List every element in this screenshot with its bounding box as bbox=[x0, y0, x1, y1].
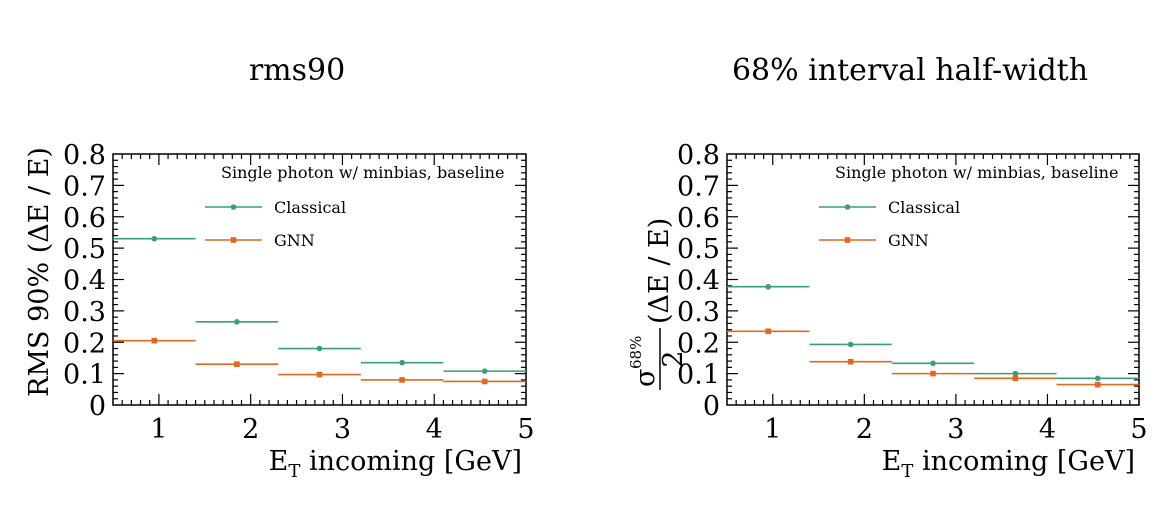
left-plot-area: 1 2 3 4 5 00.10.20.30.40.50.60.70.8 Single pho… bbox=[63, 140, 535, 445]
right-x-label-rest: incoming [GeV] bbox=[913, 446, 1135, 477]
left-classical-point bbox=[316, 345, 323, 352]
right-y-tick-label: 0.1 bbox=[677, 360, 720, 391]
left-x-label-sub: T bbox=[288, 461, 300, 482]
right-y-tick-label: 0.4 bbox=[677, 266, 720, 297]
left-y-tick-label: 0.5 bbox=[63, 234, 106, 265]
right-classical-point bbox=[930, 360, 936, 367]
right-y-label-rest: (ΔE / E) bbox=[644, 218, 675, 324]
left-y-axis-label: RMS 90% (ΔE / E) bbox=[24, 147, 55, 397]
right-legend-marker-classical bbox=[844, 204, 851, 210]
right-panel-title: 68% interval half-width bbox=[732, 53, 1088, 88]
right-gnn-point bbox=[847, 358, 854, 365]
left-y-tick-label: 0.4 bbox=[63, 266, 106, 297]
left-x-axis-label: ET incoming [GeV] bbox=[269, 446, 522, 482]
left-x-tick-label: 2 bbox=[242, 414, 259, 445]
right-plot-frame bbox=[726, 153, 1140, 406]
left-plot-frame bbox=[112, 153, 527, 406]
left-x-tick-label: 3 bbox=[334, 414, 351, 445]
left-y-tick-label: 0.2 bbox=[63, 328, 106, 359]
right-x-tick-label: 5 bbox=[1130, 414, 1147, 445]
left-legend-label-gnn: GNN bbox=[274, 231, 315, 250]
right-x-tick-label: 3 bbox=[947, 414, 964, 445]
right-y-tick-label: 0.7 bbox=[677, 171, 720, 202]
right-gnn-point bbox=[930, 370, 936, 377]
left-y-tick-label: 0.6 bbox=[63, 203, 106, 234]
left-x-label-main: E bbox=[269, 446, 289, 477]
right-x-label-main: E bbox=[882, 446, 902, 477]
right-x-tick-label: 2 bbox=[856, 414, 873, 445]
left-legend-marker-classical bbox=[230, 204, 237, 210]
right-y-label-sigma: σ bbox=[630, 369, 661, 387]
right-annotation: Single photon w/ minbias, baseline bbox=[835, 163, 1118, 182]
left-x-tick-label: 1 bbox=[150, 414, 167, 445]
left-y-tick-label: 0.1 bbox=[63, 360, 106, 391]
right-y-label-denominator: 2 bbox=[658, 350, 689, 367]
left-gnn-point bbox=[481, 378, 488, 385]
left-legend-label-classical: Classical bbox=[274, 198, 346, 217]
right-y-tick-label: 0.8 bbox=[677, 140, 720, 171]
right-gnn-point bbox=[1012, 375, 1019, 382]
left-y-tick-label: 0 bbox=[89, 391, 106, 422]
right-x-label-sub: T bbox=[901, 461, 913, 482]
left-x-label-rest: incoming [GeV] bbox=[300, 446, 522, 477]
left-gnn-point bbox=[316, 371, 323, 378]
left-classical-point bbox=[151, 235, 158, 242]
left-classical-point bbox=[481, 368, 488, 374]
left-y-tick-label: 0.8 bbox=[63, 140, 106, 171]
right-y-tick-label: 0.2 bbox=[677, 328, 720, 359]
right-gnn-point bbox=[765, 328, 771, 335]
left-gnn-point bbox=[399, 377, 405, 383]
left-gnn-point bbox=[151, 337, 158, 344]
left-legend-marker-gnn bbox=[230, 237, 237, 243]
left-x-tick-label: 4 bbox=[426, 414, 443, 445]
left-x-tick-label: 5 bbox=[517, 414, 534, 445]
left-y-tick-label: 0.3 bbox=[63, 297, 106, 328]
right-legend-label-classical: Classical bbox=[888, 198, 960, 217]
left-annotation: Single photon w/ minbias, baseline bbox=[221, 163, 504, 182]
right-y-tick-label: 0 bbox=[703, 391, 720, 422]
left-gnn-point bbox=[234, 361, 240, 368]
right-y-tick-label: 0.6 bbox=[677, 203, 720, 234]
right-gnn-point bbox=[1095, 381, 1101, 388]
right-x-axis-label: ET incoming [GeV] bbox=[882, 446, 1135, 482]
left-panel-title: rms90 bbox=[249, 53, 345, 88]
right-y-axis-label: σ 68% 2 (ΔE / E) bbox=[627, 218, 689, 390]
right-y-tick-label: 0.3 bbox=[677, 297, 720, 328]
right-x-tick-label: 4 bbox=[1039, 414, 1056, 445]
left-y-tick-label: 0.7 bbox=[63, 171, 106, 202]
left-classical-point bbox=[399, 359, 405, 366]
right-classical-point bbox=[1012, 370, 1019, 377]
right-legend-marker-gnn bbox=[844, 237, 851, 243]
right-y-label-superscript: 68% bbox=[627, 336, 645, 369]
right-classical-point bbox=[1095, 375, 1101, 382]
right-plot-area: 1 2 3 4 5 00.10.20.30.40.50.60.70.8 Single pho… bbox=[677, 140, 1148, 445]
right-y-tick-label: 0.5 bbox=[677, 234, 720, 265]
right-legend-label-gnn: GNN bbox=[888, 231, 929, 250]
right-classical-point bbox=[847, 341, 854, 348]
left-classical-point bbox=[234, 319, 240, 325]
right-x-tick-label: 1 bbox=[764, 414, 781, 445]
right-classical-point bbox=[765, 283, 771, 290]
